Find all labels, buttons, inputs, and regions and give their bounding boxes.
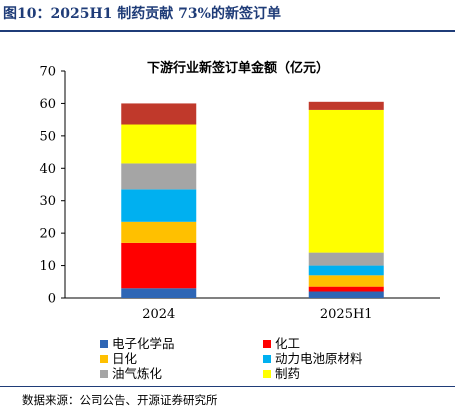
legend-label: 油气炼化 <box>112 366 163 381</box>
legend-swatch <box>263 369 271 378</box>
legend-item: 日化 <box>100 348 137 367</box>
source-note: 数据来源：公司公告、开源证券研究所 <box>22 393 218 407</box>
legend-item: 化工 <box>263 333 300 352</box>
legend-item: 动力电池原材料 <box>263 348 363 367</box>
y-tick-label: 0 <box>48 292 56 307</box>
x-tick-label: 2025H1 <box>320 307 373 322</box>
y-tick-label: 40 <box>39 162 56 177</box>
y-tick-label: 70 <box>39 65 56 80</box>
bar-segment <box>121 221 197 243</box>
legend-item: 电子化学品 <box>100 333 175 352</box>
chart-title: 下游行业新签订单金额（亿元） <box>147 60 329 76</box>
legend-swatch <box>100 369 108 378</box>
legend-swatch <box>100 339 108 348</box>
legend-label: 电子化学品 <box>112 336 175 351</box>
bar-segment <box>308 286 384 292</box>
bar-segment <box>121 163 197 190</box>
figure-caption: 图10：2025H1 制药贡献 73%的新签订单 <box>3 6 281 22</box>
bar-segment <box>121 103 197 125</box>
legend-swatch <box>263 339 271 348</box>
source-rule <box>0 386 455 387</box>
legend-swatch <box>100 354 108 363</box>
caption-rule <box>0 30 455 32</box>
y-tick-label: 50 <box>39 129 56 144</box>
y-axis: 0 10 20 30 40 50 60 70 <box>39 65 66 307</box>
legend-item: 制药 <box>263 363 300 382</box>
x-axis: 2024 2025H1 <box>65 297 440 322</box>
y-tick-label: 10 <box>39 259 56 274</box>
y-tick-label: 30 <box>39 194 56 209</box>
bar-segment <box>308 265 384 276</box>
legend-swatch <box>263 354 271 363</box>
legend-label: 动力电池原材料 <box>275 351 363 366</box>
stacked-bar-chart: 下游行业新签订单金额（亿元） 0 10 20 30 40 50 60 70 2024 2025H… <box>39 60 440 322</box>
bar-stacks <box>121 101 384 298</box>
bar-segment <box>121 189 197 222</box>
bar-segment <box>308 291 384 298</box>
y-tick-label: 60 <box>39 97 56 112</box>
legend-label: 日化 <box>112 351 138 366</box>
bar-segment <box>308 109 384 253</box>
y-tick-label: 20 <box>39 227 56 242</box>
bar-segment <box>121 288 197 298</box>
bar-segment <box>121 242 197 289</box>
bar-segment <box>308 252 384 266</box>
bar-segment <box>308 275 384 287</box>
legend-label: 化工 <box>275 336 301 351</box>
x-tick-label: 2024 <box>142 307 175 322</box>
legend-label: 制药 <box>275 366 301 381</box>
bar-segment <box>308 101 384 110</box>
bar-segment <box>121 124 197 164</box>
legend-item: 油气炼化 <box>100 363 162 382</box>
